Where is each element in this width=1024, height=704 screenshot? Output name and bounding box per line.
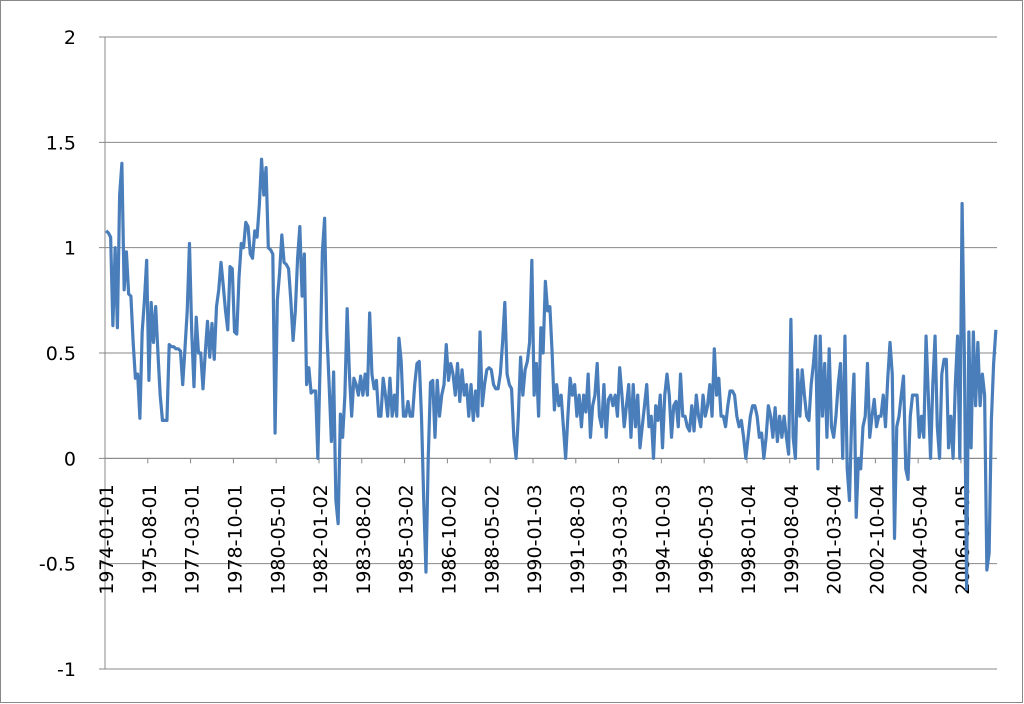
y-tick-label: 1.5 (46, 132, 76, 154)
x-tick-label: 1977-03-01 (182, 484, 204, 594)
x-tick-label: 1978-10-01 (225, 484, 247, 594)
x-tick-label: 1988-05-02 (481, 484, 503, 594)
y-tick-label: 2 (64, 27, 76, 49)
x-tick-label: 1983-08-02 (353, 484, 375, 594)
x-tick-label: 1996-05-03 (695, 484, 717, 594)
x-tick-label: 1994-10-03 (653, 484, 675, 594)
x-tick-label: 1986-10-02 (439, 484, 461, 594)
y-tick-label: 1 (64, 238, 76, 260)
x-tick-label: 2006-01-05 (952, 484, 974, 594)
x-tick-label: 1975-08-01 (139, 484, 161, 594)
y-tick-label: -0.5 (39, 554, 76, 576)
x-tick-label: 2004-05-04 (909, 484, 931, 594)
x-tick-label: 2001-03-04 (824, 484, 846, 594)
x-tick-label: 1980-05-01 (267, 484, 289, 594)
y-tick-label: -1 (57, 659, 76, 681)
x-tick-label: 1999-08-04 (781, 484, 803, 594)
x-tick-label: 2002-10-04 (866, 484, 888, 594)
x-tick-label: 1974-01-01 (96, 484, 118, 594)
x-tick-label: 1991-08-03 (567, 484, 589, 594)
x-tick-label: 1985-03-02 (396, 484, 418, 594)
y-tick-label: 0.5 (46, 343, 76, 365)
data-line (105, 157, 998, 591)
x-tick-label: 1982-01-02 (310, 484, 332, 594)
y-tick-label: 0 (64, 448, 76, 470)
x-tick-label: 1998-01-04 (738, 484, 760, 594)
x-tick-label: 1990-01-03 (524, 484, 546, 594)
x-tick-label: 1993-03-03 (610, 484, 632, 594)
